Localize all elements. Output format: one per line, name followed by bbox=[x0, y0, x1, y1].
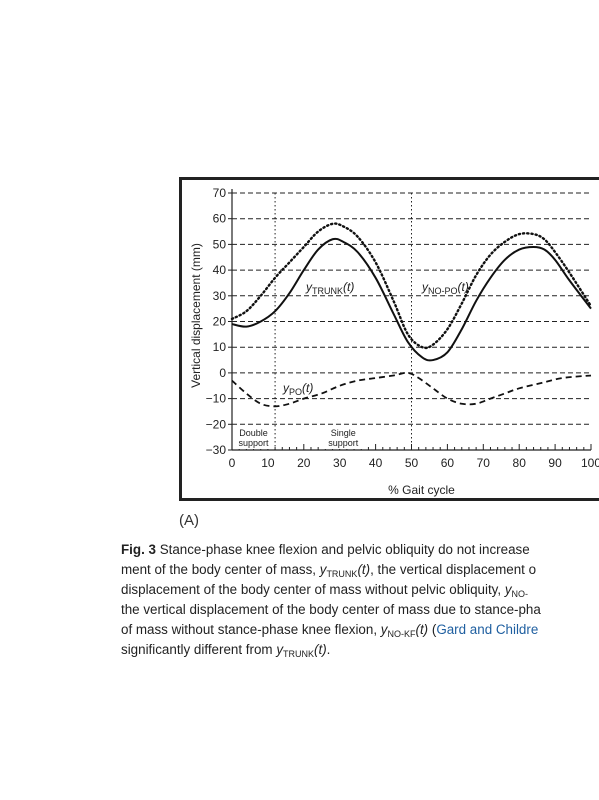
caption-text: Fig. 3 bbox=[121, 542, 156, 557]
series-label-no-po: yNO-PO(t) bbox=[421, 280, 469, 296]
x-tick-label: 20 bbox=[297, 456, 311, 470]
caption-text: y bbox=[504, 582, 512, 597]
y-tick-label: 50 bbox=[213, 237, 227, 251]
series-line-trunk bbox=[231, 237, 592, 362]
caption-text: y bbox=[276, 642, 284, 657]
series-line-no-po bbox=[230, 222, 593, 350]
y-tick-label: 10 bbox=[213, 340, 227, 354]
caption-line: displacement of the body center of mass … bbox=[121, 580, 599, 600]
x-tick-label: 0 bbox=[229, 456, 236, 470]
y-tick-label: 70 bbox=[213, 186, 227, 200]
y-tick-label: 20 bbox=[213, 315, 227, 329]
caption-line: the vertical displacement of the body ce… bbox=[121, 600, 599, 620]
x-tick-label: 100 bbox=[581, 456, 599, 470]
x-axis-label: % Gait cycle bbox=[388, 483, 455, 497]
caption-text: of mass without stance-phase knee flexio… bbox=[121, 622, 381, 637]
caption-line: Fig. 3 Stance-phase knee flexion and pel… bbox=[121, 540, 599, 560]
x-tick-label: 70 bbox=[477, 456, 491, 470]
caption-text: (t) bbox=[357, 562, 371, 577]
series-line-po bbox=[231, 371, 592, 408]
caption-text: ( bbox=[428, 622, 437, 637]
citation-link[interactable]: Gard and Childre bbox=[436, 622, 539, 637]
caption-text: (t) bbox=[415, 622, 429, 637]
caption-text: NO-KF bbox=[387, 629, 416, 639]
series-label-po: yPO(t) bbox=[282, 381, 313, 397]
series-label-trunk: yTRUNK(t) bbox=[305, 280, 354, 296]
y-tick-label: 30 bbox=[213, 289, 227, 303]
caption-text: significantly different from bbox=[121, 642, 277, 657]
y-tick-label: 60 bbox=[213, 212, 227, 226]
caption-text: (t) bbox=[314, 642, 327, 657]
x-tick-label: 80 bbox=[513, 456, 527, 470]
x-tick-label: 40 bbox=[369, 456, 383, 470]
caption-text: the vertical displacement of the body ce… bbox=[121, 602, 541, 617]
caption-text: displacement of the body center of mass … bbox=[121, 582, 505, 597]
caption-text: . bbox=[326, 642, 331, 657]
caption-text: TRUNK bbox=[283, 649, 315, 659]
x-tick-label: 90 bbox=[548, 456, 562, 470]
caption-line: of mass without stance-phase knee flexio… bbox=[121, 620, 599, 640]
caption-text: ment of the body center of mass, bbox=[121, 562, 320, 577]
caption-text: y bbox=[319, 562, 327, 577]
figure-caption: Fig. 3 Stance-phase knee flexion and pel… bbox=[121, 540, 599, 660]
caption-line: ment of the body center of mass, yTRUNK(… bbox=[121, 560, 599, 580]
caption-text: , the vertical displacement o bbox=[370, 562, 537, 577]
caption-line: significantly different from yTRUNK(t). bbox=[121, 640, 599, 660]
x-tick-label: 10 bbox=[261, 456, 275, 470]
y-axis-label: Vertical displacement (mm) bbox=[189, 243, 203, 388]
y-tick-label: 40 bbox=[213, 263, 227, 277]
caption-text: TRUNK bbox=[326, 569, 358, 579]
y-tick-label: −30 bbox=[206, 443, 227, 457]
phase-label-line1: Double bbox=[239, 428, 268, 438]
y-tick-label: 0 bbox=[219, 366, 226, 380]
panel-label: (A) bbox=[179, 512, 199, 529]
phase-label-line1: Single bbox=[331, 428, 356, 438]
x-tick-label: 50 bbox=[405, 456, 419, 470]
phase-label-line2: support bbox=[328, 438, 359, 448]
caption-text: Stance-phase knee flexion and pelvic obl… bbox=[155, 542, 530, 557]
caption-text: y bbox=[380, 622, 388, 637]
caption-text: NO- bbox=[511, 589, 529, 599]
phase-label-line2: support bbox=[239, 438, 270, 448]
x-tick-label: 30 bbox=[333, 456, 347, 470]
y-tick-label: −10 bbox=[206, 392, 227, 406]
figure-frame: 70 60 50 40 30 20 10 0 −10 −20 −30 0 10 20 30 40 50 60 70 8… bbox=[179, 177, 599, 501]
y-tick-label: −20 bbox=[206, 417, 227, 431]
phase-label-bg bbox=[234, 427, 273, 449]
x-tick-label: 60 bbox=[441, 456, 455, 470]
phase-label-bg bbox=[324, 427, 363, 449]
